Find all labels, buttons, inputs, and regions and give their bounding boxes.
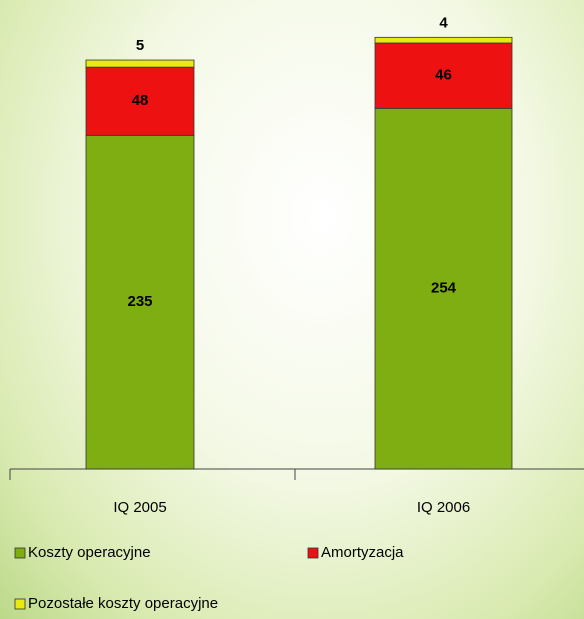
legend-swatch [307, 547, 319, 559]
bar-segment [85, 134, 195, 470]
data-label: 4 [439, 14, 448, 31]
bar-segment [374, 107, 513, 470]
data-label: 46 [435, 67, 452, 84]
bar-segment [85, 59, 195, 68]
x-tick-label: IQ 2005 [113, 499, 166, 516]
data-label: 5 [136, 37, 144, 54]
legend-swatch [14, 598, 26, 610]
legend-label: Amortyzacja [321, 544, 404, 561]
data-label: 48 [132, 92, 149, 109]
legend-label: Pozostałe koszty operacyjne [28, 595, 218, 612]
data-label: 254 [431, 280, 457, 297]
bar-segment [374, 36, 513, 44]
legend-label: Koszty operacyjne [28, 544, 151, 561]
data-label: 235 [127, 293, 152, 310]
bar-segment [374, 42, 513, 109]
x-tick-label: IQ 2006 [417, 499, 470, 516]
legend-swatch [14, 547, 26, 559]
